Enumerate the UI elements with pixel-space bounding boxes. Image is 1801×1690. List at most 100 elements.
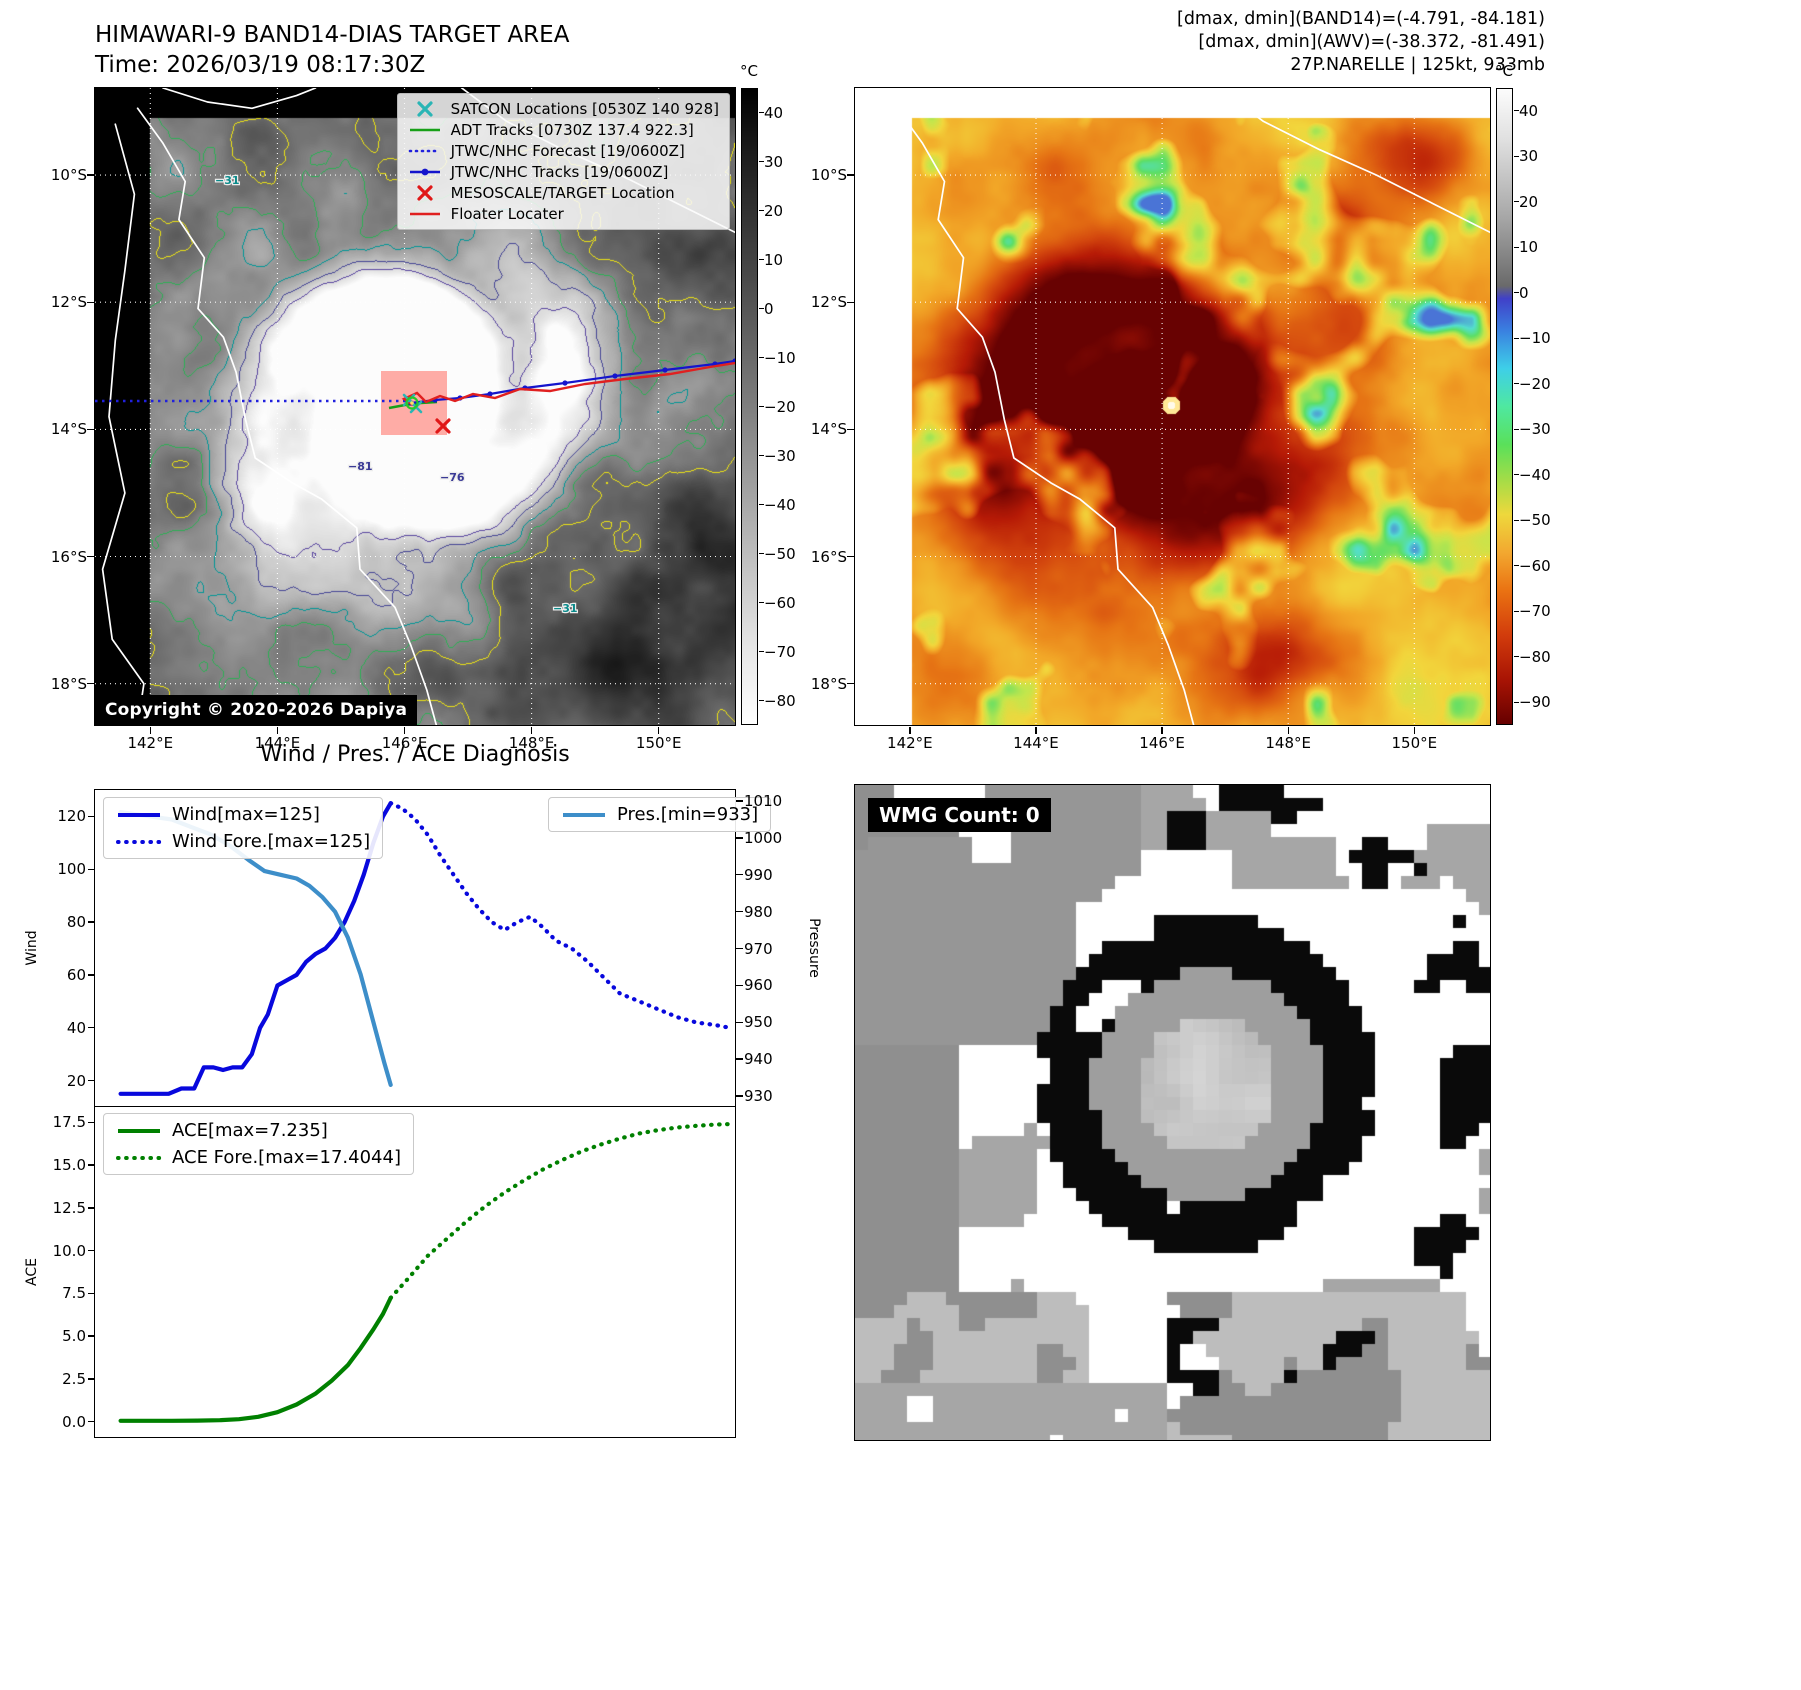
colorbar-tick-mark xyxy=(759,601,764,604)
band14-map-panel: −31 −81 −76 −31 SATCON Locations [0530Z 140… xyxy=(94,87,736,726)
colorbar-tick-mark xyxy=(759,160,764,163)
x-marker-icon xyxy=(416,185,433,201)
wmg-map-panel: WMG Count: 0 xyxy=(854,784,1491,1441)
ace-plot xyxy=(118,1122,733,1423)
colorbar-tick-label: −80 xyxy=(1519,647,1551,666)
pressure-axis-label: Pressure xyxy=(806,918,822,978)
legend-label: Wind[max=125] xyxy=(172,804,320,825)
y-tick-label: 12.5 xyxy=(52,1198,86,1217)
lat-tick-label: 18°S xyxy=(810,674,847,693)
lon-tick-mark xyxy=(530,727,533,734)
wind-legend: Wind[max=125] Wind Fore.[max=125] xyxy=(103,797,384,859)
band14-title: HIMAWARI-9 BAND14-DIAS TARGET AREA xyxy=(95,22,570,48)
y-tick-label: 80 xyxy=(66,913,86,932)
legend-label: Floater Locater xyxy=(450,205,564,223)
legend-label: JTWC/NHC Tracks [19/0600Z] xyxy=(450,163,669,181)
colorbar-tick-mark xyxy=(759,650,764,653)
band14-dmax-dmin-label: [dmax, dmin](BAND14)=(-4.791, -84.181) xyxy=(1177,9,1545,29)
line-sample-icon xyxy=(409,212,440,216)
y-tick-mark xyxy=(88,815,95,818)
band14-time-label: Time: 2026/03/19 08:17:30Z xyxy=(95,52,426,78)
colorbar-tick-mark xyxy=(759,209,764,212)
y-tick-mark xyxy=(736,910,743,913)
ace-axis-label: ACE xyxy=(24,1258,40,1286)
colorbar-tick-label: 10 xyxy=(1519,238,1539,257)
colorbar-tick-mark xyxy=(1514,292,1519,294)
colorbar-tick-label: 0 xyxy=(764,299,774,318)
lat-tick-mark xyxy=(87,301,94,303)
copyright-label: Copyright © 2020-2026 Dapiya xyxy=(95,695,418,725)
line-sample-icon xyxy=(408,149,441,153)
y-tick-mark xyxy=(88,1164,95,1166)
y-tick-mark xyxy=(736,947,743,950)
lon-tick-label: 142°E xyxy=(127,734,174,752)
y-tick-mark xyxy=(88,1079,95,1082)
y-tick-label: 7.5 xyxy=(62,1284,86,1303)
y-tick-label: 960 xyxy=(744,976,773,995)
colorbar-tick-mark xyxy=(1514,383,1519,385)
colorbar-tick-label: −50 xyxy=(1519,511,1551,530)
y-tick-label: 1000 xyxy=(744,828,783,847)
colorbar-tick-label: −80 xyxy=(764,691,796,710)
y-tick-mark xyxy=(88,1121,95,1124)
legend-label: ADT Tracks [0730Z 137.4 922.3] xyxy=(450,121,694,139)
lon-tick-mark xyxy=(403,727,406,734)
colorbar-tick-label: 20 xyxy=(1519,192,1539,211)
lon-tick-mark xyxy=(1413,727,1416,734)
lat-tick-mark xyxy=(87,174,94,176)
legend-item: Wind[max=125] xyxy=(116,804,370,825)
colorbar-tick-mark xyxy=(759,454,764,457)
y-tick-mark xyxy=(88,1292,95,1295)
lat-tick-label: 10°S xyxy=(810,166,847,185)
awv-map-panel xyxy=(854,87,1491,726)
colorbar-tick-mark xyxy=(1514,474,1519,476)
wmg-count-badge: WMG Count: 0 xyxy=(868,798,1051,832)
y-tick-label: 990 xyxy=(744,865,773,884)
legend-label: ACE[max=7.235] xyxy=(172,1120,328,1141)
y-tick-mark xyxy=(88,1027,95,1029)
colorbar-tick-label: 30 xyxy=(1519,147,1539,166)
lon-tick-label: 146°E xyxy=(1139,734,1185,752)
y-tick-mark xyxy=(736,1095,743,1097)
lon-tick-label: 148°E xyxy=(1265,734,1311,752)
y-tick-mark xyxy=(88,1378,95,1380)
svg-text:−31: −31 xyxy=(215,174,240,187)
lon-tick-mark xyxy=(658,727,660,734)
y-tick-label: 1010 xyxy=(744,792,783,811)
lat-tick-label: 14°S xyxy=(50,420,87,439)
colorbar-tick-label: −90 xyxy=(1519,693,1551,712)
y-tick-mark xyxy=(88,974,95,976)
y-tick-label: 0.0 xyxy=(62,1412,86,1431)
lon-tick-label: 144°E xyxy=(1013,734,1059,752)
lat-tick-label: 18°S xyxy=(50,674,87,693)
line-sample-icon xyxy=(409,128,440,132)
colorbar-tick-label: −10 xyxy=(764,348,796,367)
legend-label: JTWC/NHC Forecast [19/0600Z] xyxy=(450,142,685,160)
colorbar-tick-mark xyxy=(759,552,764,555)
y-tick-label: 940 xyxy=(744,1050,773,1069)
lon-tick-label: 142°E xyxy=(887,734,933,752)
awv-colorbar xyxy=(1496,88,1513,725)
legend-label: Pres.[min=933] xyxy=(617,804,759,825)
y-tick-label: 2.5 xyxy=(62,1369,86,1388)
lon-tick-label: 150°E xyxy=(635,734,682,752)
y-tick-label: 5.0 xyxy=(62,1327,86,1346)
y-tick-label: 10.0 xyxy=(52,1241,86,1260)
y-tick-label: 15.0 xyxy=(52,1156,86,1175)
y-tick-mark xyxy=(88,921,95,923)
legend-item: ADT Tracks [0730Z 137.4 922.3] xyxy=(408,121,719,139)
lat-tick-label: 16°S xyxy=(810,547,847,566)
legend-item: Floater Locater xyxy=(408,205,719,223)
colorbar-tick-mark xyxy=(1514,565,1519,567)
y-tick-label: 17.5 xyxy=(52,1113,86,1132)
lat-tick-label: 12°S xyxy=(50,293,87,312)
y-tick-mark xyxy=(88,868,95,870)
colorbar-tick-label: −60 xyxy=(1519,556,1551,575)
awv-header: [dmax, dmin](BAND14)=(-4.791, -84.181) [… xyxy=(1000,8,1545,77)
svg-text:−76: −76 xyxy=(440,471,465,484)
lat-tick-label: 14°S xyxy=(810,420,847,439)
colorbar-tick-label: −20 xyxy=(764,397,796,416)
svg-text:−81: −81 xyxy=(348,460,373,473)
y-tick-mark xyxy=(736,837,743,839)
colorbar-tick-label: −70 xyxy=(1519,602,1551,621)
